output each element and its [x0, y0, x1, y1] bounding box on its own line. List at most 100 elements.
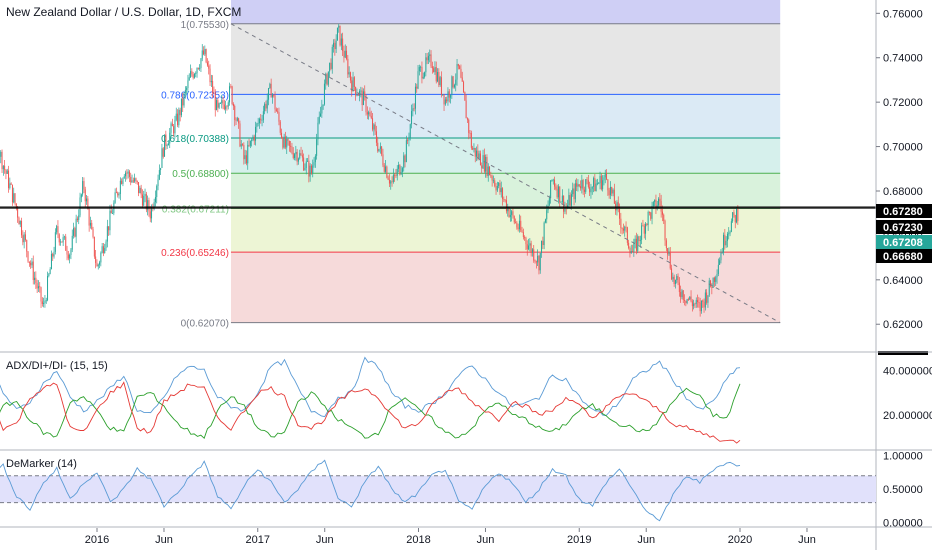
candle-body	[173, 126, 175, 134]
candle-body	[496, 185, 498, 191]
candle-body	[603, 177, 605, 181]
candle-body	[266, 99, 268, 109]
candle-body	[258, 118, 260, 124]
time-tick-label: Jun	[637, 534, 655, 546]
candle-body	[378, 148, 380, 152]
candle-body	[452, 76, 454, 88]
candle-body	[648, 211, 650, 213]
candle-body	[663, 214, 665, 221]
candle-body	[503, 199, 505, 200]
candle-body	[526, 244, 528, 250]
candle-body	[162, 148, 164, 157]
candle-body	[617, 202, 619, 208]
candle-body	[118, 193, 120, 196]
candle-body	[655, 199, 657, 210]
candle-body	[632, 251, 634, 252]
candle-body	[57, 226, 59, 235]
candle-body	[669, 251, 671, 269]
candle-body	[570, 194, 572, 206]
candle-body	[464, 91, 466, 101]
candle-body	[673, 276, 675, 284]
candle-body	[437, 72, 439, 82]
candle-body	[370, 115, 372, 119]
candle-body	[40, 287, 42, 302]
candle-body	[581, 180, 583, 189]
candle-body	[126, 172, 128, 174]
candle-body	[230, 86, 232, 88]
candle-body	[387, 177, 389, 180]
candle-body	[26, 239, 28, 252]
candle-body	[331, 46, 333, 69]
candle-body	[726, 233, 728, 241]
candle-body	[684, 299, 686, 301]
candle-body	[27, 251, 29, 262]
candle-body	[342, 38, 344, 51]
candle-body	[292, 152, 294, 158]
candle-body	[86, 198, 88, 202]
candle-body	[78, 215, 80, 220]
candle-body	[235, 119, 237, 121]
candle-body	[687, 299, 689, 300]
demarker-series-0	[0, 459, 741, 522]
candle-body	[577, 184, 579, 187]
candle-body	[671, 268, 673, 280]
candle-body	[582, 180, 584, 190]
candle-body	[694, 303, 696, 305]
candle-body	[589, 186, 591, 193]
adx-series-2	[0, 381, 741, 444]
candle-body	[203, 50, 205, 55]
candle-body	[529, 243, 531, 246]
candle-body	[697, 300, 699, 303]
price-tick-label: 0.68000	[883, 186, 923, 198]
candle-body	[257, 123, 259, 125]
candle-body	[157, 179, 159, 187]
candle-body	[10, 183, 12, 185]
candle-body	[69, 254, 71, 259]
candle-body	[695, 300, 697, 305]
candle-body	[366, 112, 368, 115]
candle-body	[48, 274, 50, 277]
candle-body	[629, 247, 631, 254]
candle-body	[147, 200, 149, 210]
price-tick-label: 0.76000	[883, 8, 923, 20]
candle-body	[635, 238, 637, 251]
candle-body	[583, 189, 585, 192]
candle-body	[200, 58, 202, 68]
candle-body	[611, 186, 613, 194]
candle-body	[318, 116, 320, 123]
candle-body	[560, 201, 562, 203]
candle-body	[518, 220, 520, 230]
candle-body	[223, 104, 225, 110]
candle-body	[440, 77, 442, 95]
candle-body	[620, 218, 622, 229]
candle-body	[426, 57, 428, 61]
candle-body	[356, 94, 358, 96]
candle-body	[314, 155, 316, 163]
candle-body	[175, 113, 177, 120]
candle-body	[494, 180, 496, 187]
candle-body	[334, 42, 336, 50]
candle-body	[511, 211, 513, 215]
candle-body	[214, 93, 216, 111]
candle-body	[104, 248, 106, 254]
candle-body	[404, 155, 406, 163]
candle-body	[645, 223, 647, 234]
candle-body	[533, 249, 535, 261]
candle-body	[609, 186, 611, 196]
candle-body	[310, 165, 312, 174]
candle-body	[608, 190, 610, 196]
candle-body	[97, 264, 99, 267]
candle-body	[299, 153, 301, 159]
candle-body	[249, 140, 251, 146]
candle-body	[425, 57, 427, 73]
candle-body	[309, 165, 311, 177]
candle-body	[505, 200, 507, 212]
candle-body	[297, 158, 299, 162]
candle-body	[520, 220, 522, 231]
candle-body	[607, 179, 609, 191]
candle-body	[171, 123, 173, 127]
candle-body	[542, 240, 544, 246]
candle-body	[19, 220, 21, 225]
candle-body	[347, 58, 349, 75]
